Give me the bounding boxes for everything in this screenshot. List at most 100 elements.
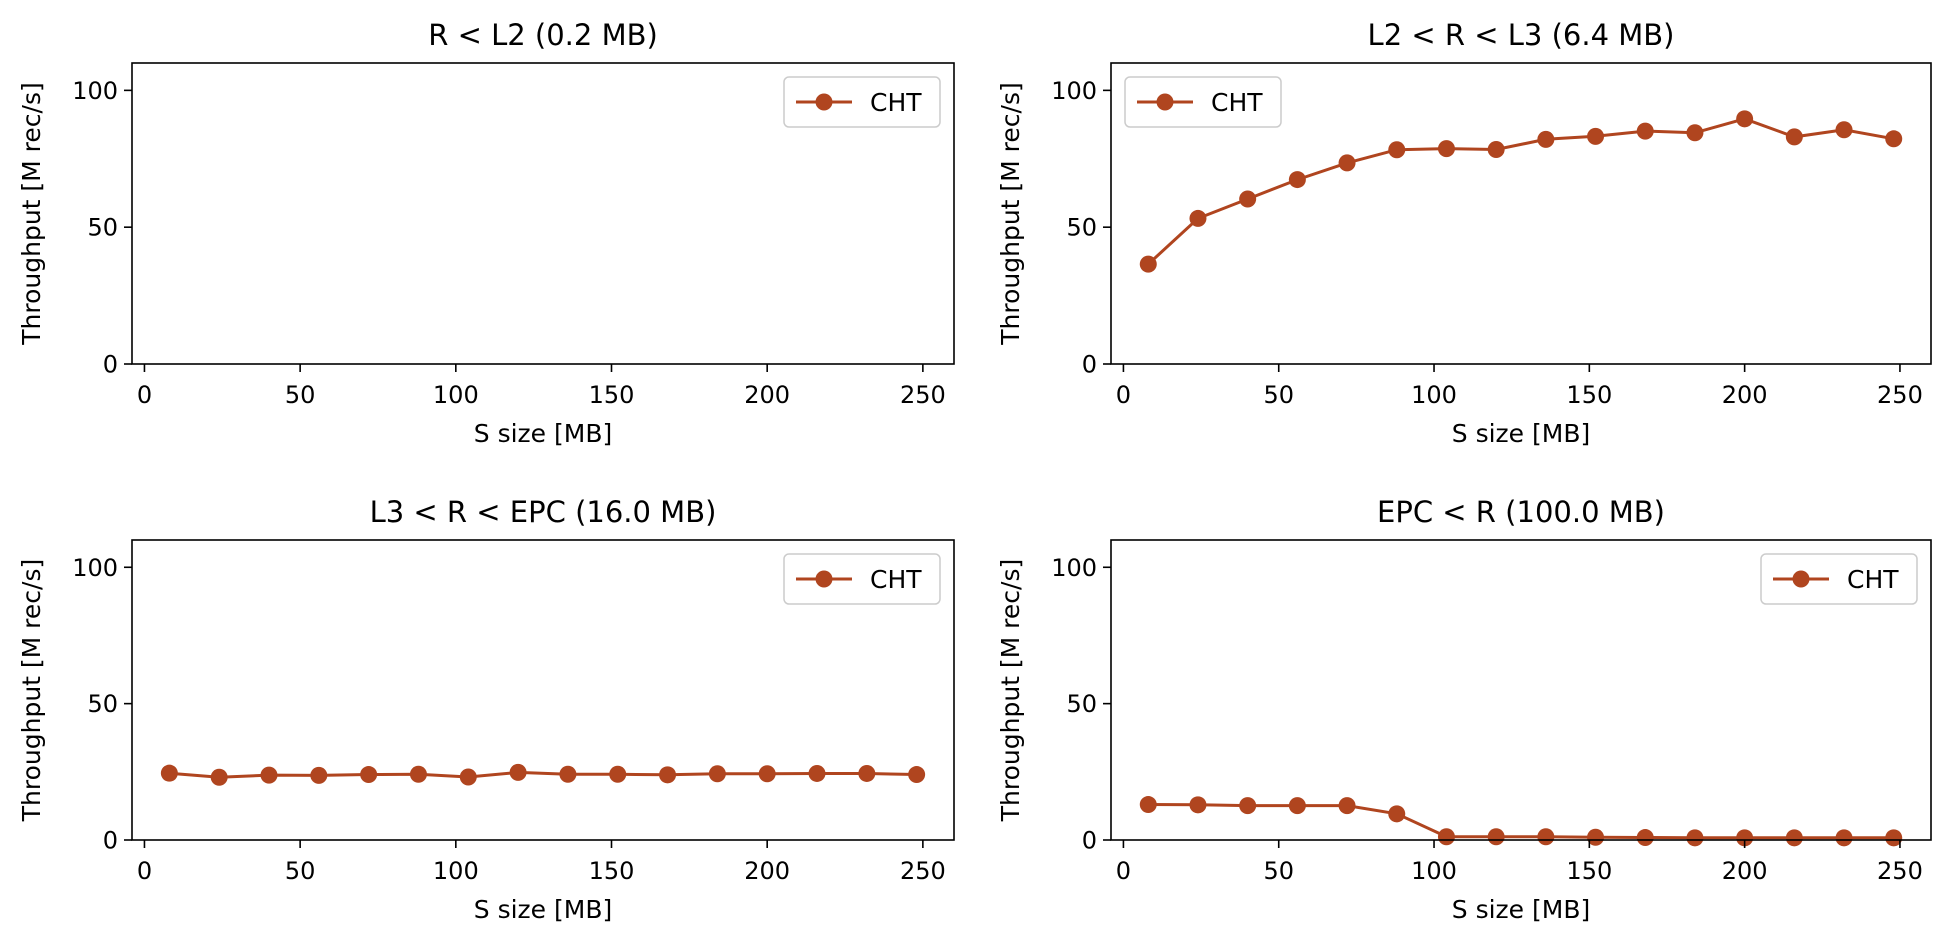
panel-title: R < L2 (0.2 MB) (428, 18, 658, 52)
legend: CHT (783, 76, 941, 128)
data-point (1636, 122, 1654, 140)
legend-label: CHT (1847, 565, 1899, 594)
data-point (1785, 128, 1803, 146)
y-tick-label: 100 (72, 554, 118, 582)
panel-1: R < L2 (0.2 MB) 0 50 100 150 200 250 0 50 100 S si… (17, 18, 955, 448)
legend-marker (815, 570, 833, 588)
data-point (409, 765, 427, 783)
axes-frame (131, 62, 955, 365)
data-point (1239, 797, 1257, 815)
data-point (1785, 829, 1803, 847)
legend-label: CHT (870, 88, 922, 117)
x-tick-label: 250 (1877, 381, 1923, 409)
x-tick-label: 100 (1411, 857, 1457, 885)
series-line (1148, 803, 1894, 840)
data-point (1835, 829, 1853, 847)
x-tick-label: 150 (589, 857, 635, 885)
y-tick-label: 100 (72, 77, 118, 105)
data-point (1338, 154, 1356, 172)
legend-box (783, 76, 941, 128)
data-point (360, 766, 378, 784)
data-point (1139, 255, 1157, 273)
legend-box (1124, 76, 1282, 128)
axes-frame (131, 539, 955, 841)
data-point (160, 764, 178, 782)
panel-title: L3 < R < EPC (16.0 MB) (370, 495, 717, 529)
y-tick-label: 0 (103, 351, 118, 379)
x-tick-label: 150 (589, 381, 635, 409)
data-point (1537, 130, 1555, 148)
panel-2: L2 < R < L3 (6.4 MB) 0 50 100 150 200 250 0 50 10… (996, 18, 1932, 448)
x-axis-label: S size [MB] (474, 419, 612, 448)
data-point (1636, 829, 1654, 847)
legend-marker (815, 93, 833, 111)
x-tick-label: 0 (137, 381, 152, 409)
data-point (260, 766, 278, 784)
data-point (310, 766, 328, 784)
x-tick-label: 200 (744, 857, 790, 885)
data-point (1487, 140, 1505, 158)
axes-frame (1110, 62, 1932, 365)
data-point (509, 763, 527, 781)
y-axis-label: Throughput [M rec/s] (17, 82, 46, 346)
x-tick-label: 50 (285, 857, 316, 885)
panel-title: L2 < R < L3 (6.4 MB) (1368, 18, 1675, 52)
data-point (1437, 828, 1455, 846)
y-tick-label: 50 (1066, 214, 1097, 242)
data-point (758, 765, 776, 783)
legend-marker (1156, 93, 1174, 111)
data-point (559, 765, 577, 783)
x-tick-label: 0 (1116, 857, 1131, 885)
data-point (1437, 140, 1455, 158)
data-point (1189, 209, 1207, 227)
x-tick-label: 150 (1566, 381, 1612, 409)
legend: CHT (1760, 553, 1918, 605)
data-point (858, 764, 876, 782)
data-point (459, 768, 477, 786)
data-point (1537, 828, 1555, 846)
legend-box (783, 553, 941, 605)
panel-4: EPC < R (100.0 MB) 0 50 100 150 200 250 0 50 100 S… (996, 495, 1932, 924)
data-point (1835, 121, 1853, 139)
x-tick-label: 50 (1263, 857, 1294, 885)
x-axis-label: S size [MB] (1452, 895, 1590, 924)
y-axis-label: Throughput [M rec/s] (996, 82, 1025, 346)
y-tick-label: 0 (1082, 827, 1097, 855)
x-tick-label: 200 (744, 381, 790, 409)
data-point (1885, 130, 1903, 148)
y-tick-label: 50 (87, 214, 118, 242)
data-point (1736, 829, 1754, 847)
data-point (708, 765, 726, 783)
y-tick-label: 50 (1066, 690, 1097, 718)
data-point (1487, 828, 1505, 846)
x-axis-label: S size [MB] (474, 895, 612, 924)
panel-3: L3 < R < EPC (16.0 MB) 0 50 100 150 200 250 0 50… (17, 495, 955, 924)
panel-title: EPC < R (100.0 MB) (1377, 495, 1665, 529)
data-point (1288, 797, 1306, 815)
data-point (1189, 796, 1207, 814)
legend: CHT (783, 553, 941, 605)
x-tick-label: 100 (1411, 381, 1457, 409)
x-axis-label: S size [MB] (1452, 419, 1590, 448)
data-point (908, 766, 926, 784)
data-point (1239, 190, 1257, 208)
data-point (1885, 829, 1903, 847)
legend-box (1760, 553, 1918, 605)
legend-label: CHT (1211, 88, 1263, 117)
x-tick-label: 50 (285, 381, 316, 409)
data-point (1388, 141, 1406, 159)
y-tick-label: 100 (1051, 77, 1097, 105)
legend-label: CHT (870, 565, 922, 594)
data-point (1686, 829, 1704, 847)
y-tick-label: 50 (87, 690, 118, 718)
data-point (210, 768, 228, 786)
data-point (1388, 805, 1406, 823)
data-point (1139, 796, 1157, 814)
data-point (609, 765, 627, 783)
x-tick-label: 200 (1722, 381, 1768, 409)
data-point (1686, 124, 1704, 142)
x-tick-label: 0 (137, 857, 152, 885)
axes-frame (1110, 539, 1932, 841)
series-line (169, 770, 917, 779)
x-tick-label: 200 (1722, 857, 1768, 885)
